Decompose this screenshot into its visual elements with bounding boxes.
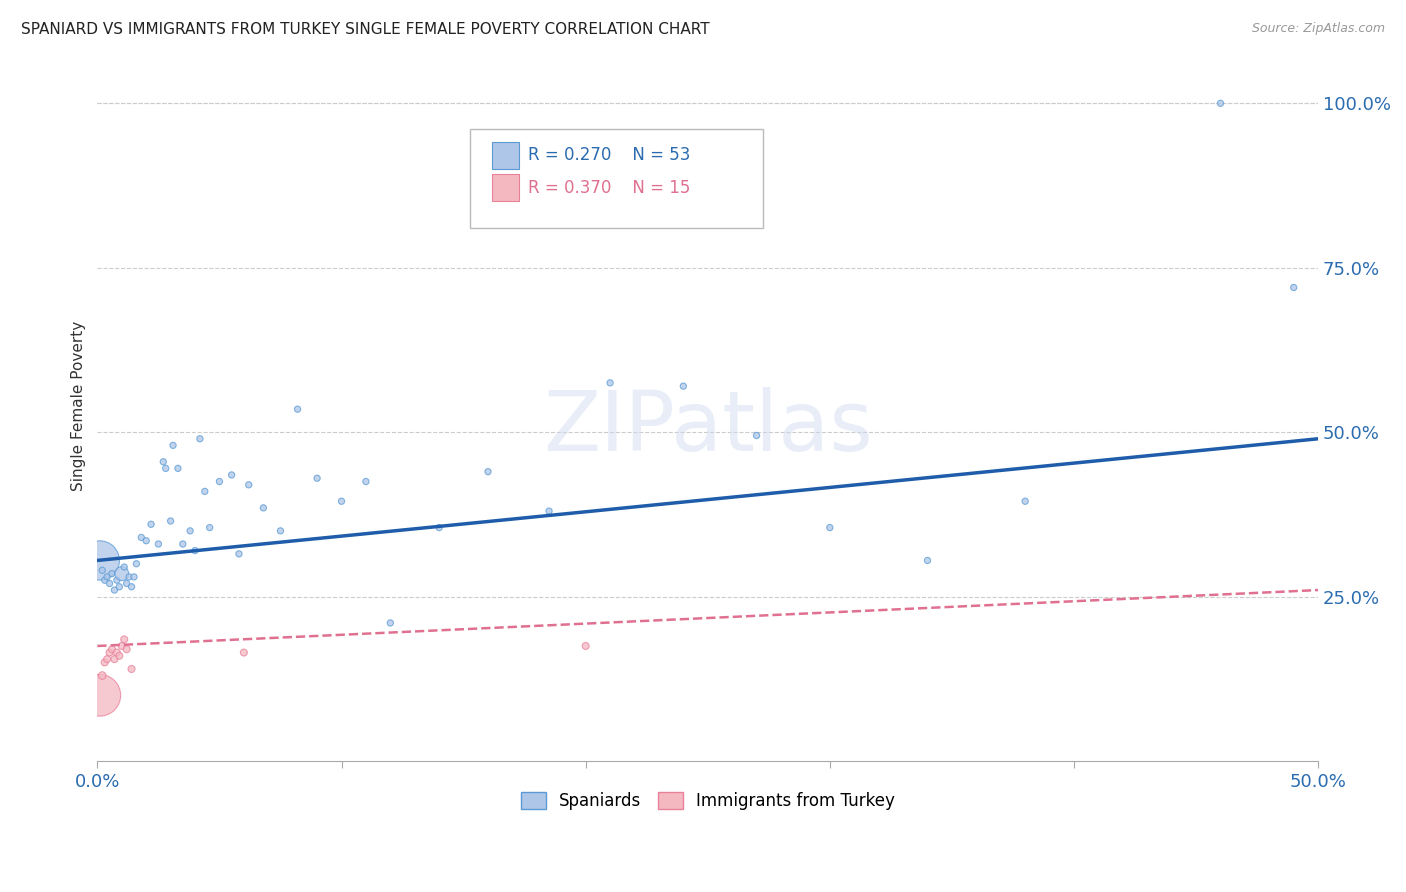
Text: R = 0.370    N = 15: R = 0.370 N = 15 <box>529 178 690 197</box>
Point <box>537 504 560 518</box>
Point <box>269 524 291 538</box>
Point <box>118 570 141 584</box>
Point <box>148 537 170 551</box>
Point <box>91 668 114 682</box>
Point <box>1209 96 1232 111</box>
Point <box>917 553 939 567</box>
Point <box>287 402 309 417</box>
Point <box>232 646 254 660</box>
Point <box>184 543 207 558</box>
Point <box>121 580 143 594</box>
Point <box>135 533 157 548</box>
Point <box>330 494 353 508</box>
Point <box>91 563 114 577</box>
Y-axis label: Single Female Poverty: Single Female Poverty <box>72 321 86 491</box>
Point <box>477 465 499 479</box>
Point <box>575 639 598 653</box>
Point <box>96 652 118 666</box>
Point <box>159 514 181 528</box>
Point <box>1014 494 1036 508</box>
Point <box>108 580 131 594</box>
Point <box>105 646 128 660</box>
Point <box>745 428 768 442</box>
Point <box>599 376 621 390</box>
Point <box>93 656 115 670</box>
Point <box>194 484 217 499</box>
FancyBboxPatch shape <box>492 142 519 169</box>
Point <box>115 642 138 657</box>
Text: R = 0.270    N = 53: R = 0.270 N = 53 <box>529 146 690 164</box>
Legend: Spaniards, Immigrants from Turkey: Spaniards, Immigrants from Turkey <box>513 785 901 817</box>
Point <box>172 537 194 551</box>
Point <box>105 573 128 587</box>
Point <box>111 639 134 653</box>
Point <box>103 652 125 666</box>
Point <box>307 471 329 485</box>
Point <box>198 520 221 534</box>
Point <box>179 524 201 538</box>
Point <box>129 531 152 545</box>
Point <box>818 520 841 534</box>
Point <box>101 566 124 581</box>
Point <box>427 520 450 534</box>
Point <box>167 461 190 475</box>
Point <box>112 632 135 647</box>
Point <box>96 570 118 584</box>
Point <box>228 547 250 561</box>
Point <box>208 475 231 489</box>
Point <box>188 432 211 446</box>
Point <box>108 648 131 663</box>
Point <box>162 438 184 452</box>
Point <box>252 500 274 515</box>
Text: ZIPatlas: ZIPatlas <box>543 387 873 467</box>
Point <box>139 517 162 532</box>
Point <box>98 646 121 660</box>
Text: Source: ZipAtlas.com: Source: ZipAtlas.com <box>1251 22 1385 36</box>
Point <box>121 662 143 676</box>
Point <box>221 467 243 482</box>
Point <box>112 560 135 574</box>
Point <box>89 688 111 702</box>
Point <box>152 455 174 469</box>
FancyBboxPatch shape <box>470 128 762 228</box>
Point <box>125 557 148 571</box>
Point <box>111 566 134 581</box>
Point <box>93 573 115 587</box>
Point <box>155 461 177 475</box>
Point <box>101 642 124 657</box>
Text: SPANIARD VS IMMIGRANTS FROM TURKEY SINGLE FEMALE POVERTY CORRELATION CHART: SPANIARD VS IMMIGRANTS FROM TURKEY SINGL… <box>21 22 710 37</box>
Point <box>1282 280 1305 294</box>
Point <box>380 615 402 630</box>
Point <box>354 475 377 489</box>
Point <box>89 553 111 567</box>
Point <box>98 576 121 591</box>
Point <box>238 478 260 492</box>
Point <box>103 582 125 597</box>
Point <box>115 576 138 591</box>
Point <box>122 570 145 584</box>
FancyBboxPatch shape <box>492 174 519 202</box>
Point <box>672 379 695 393</box>
